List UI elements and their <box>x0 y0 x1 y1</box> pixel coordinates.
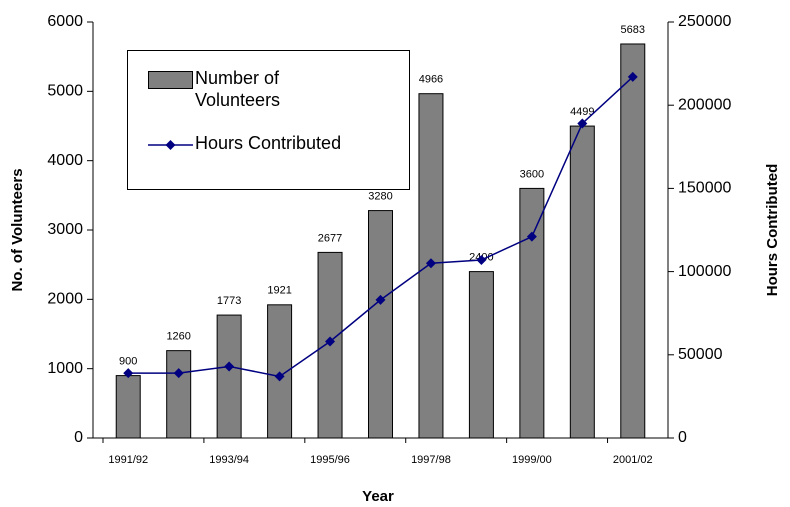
marker <box>526 231 537 242</box>
marker <box>425 258 436 269</box>
x-tick-label: 1999/00 <box>512 454 552 466</box>
legend-item: Number of Volunteers <box>148 67 325 111</box>
y2-tick-label: 0 <box>678 429 687 446</box>
y-tick-label: 2000 <box>47 291 83 308</box>
legend: Number of Volunteers Hours Contributed <box>127 50 410 190</box>
marker <box>476 254 487 265</box>
y-tick-label: 0 <box>74 429 83 446</box>
y-tick-label: 4000 <box>47 152 83 169</box>
data-label: 900 <box>119 356 137 368</box>
bar <box>216 314 242 439</box>
y-axis-title: No. of Volunteers <box>9 168 26 291</box>
data-label: 1260 <box>166 331 190 343</box>
data-label: 2677 <box>318 232 342 244</box>
data-label: 3280 <box>368 190 392 202</box>
data-label: 4966 <box>419 74 443 86</box>
data-label: 4499 <box>570 106 594 118</box>
marker <box>173 368 184 379</box>
y2-axis-title: Hours Contributed <box>764 164 781 297</box>
legend-label: Hours Contributed <box>195 133 342 153</box>
bar <box>368 210 393 439</box>
legend-swatch <box>148 140 193 150</box>
legend-label: Number of Volunteers <box>195 68 281 110</box>
data-label: 3600 <box>520 168 544 180</box>
bar <box>115 375 141 439</box>
legend-swatch <box>148 71 193 89</box>
marker <box>224 361 235 372</box>
marker <box>123 368 134 379</box>
marker <box>577 118 588 129</box>
y-tick-label: 5000 <box>47 83 83 100</box>
legend-item: Hours Contributed <box>148 132 341 154</box>
y2-tick-label: 50000 <box>678 346 723 363</box>
legend-bar <box>148 71 193 89</box>
bar <box>166 350 192 439</box>
marker <box>375 294 386 305</box>
x-tick-label: 1995/96 <box>310 454 350 466</box>
legend-marker <box>165 140 176 150</box>
bar <box>620 43 646 439</box>
bar <box>519 187 545 439</box>
y2-tick-label: 250000 <box>678 13 731 30</box>
marker <box>627 71 638 82</box>
bar <box>468 271 494 439</box>
bar <box>569 125 595 439</box>
x-tick-label: 2001/02 <box>613 454 653 466</box>
x-tick-label: 1997/98 <box>411 454 451 466</box>
x-axis-title: Year <box>362 488 394 505</box>
y-tick-label: 1000 <box>47 360 83 377</box>
y-tick-label: 3000 <box>47 221 83 238</box>
x-tick-label: 1993/94 <box>209 454 249 466</box>
x-tick-label: 1991/92 <box>108 454 148 466</box>
y2-tick-label: 100000 <box>678 263 731 280</box>
y2-tick-label: 150000 <box>678 180 731 197</box>
y2-tick-label: 200000 <box>678 96 731 113</box>
marker <box>325 336 336 347</box>
marker <box>274 371 285 382</box>
data-label: 1921 <box>267 285 291 297</box>
y-tick-label: 6000 <box>47 13 83 30</box>
data-label: 5683 <box>621 24 645 36</box>
data-label: 1773 <box>217 295 241 307</box>
